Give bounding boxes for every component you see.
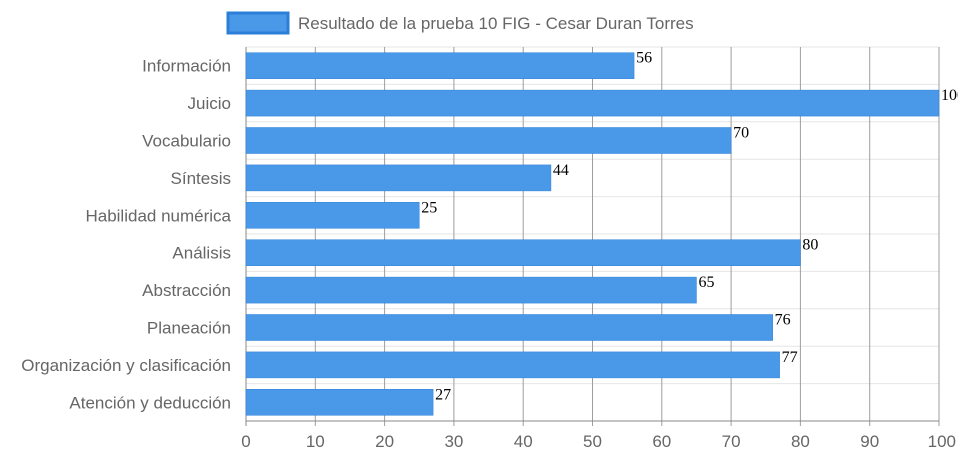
x-tick-label: 70 bbox=[722, 432, 741, 451]
data-label: 56 bbox=[636, 50, 652, 67]
data-label: 27 bbox=[435, 386, 451, 403]
category-label: Organización y clasificación bbox=[21, 356, 231, 375]
x-tick-label: 30 bbox=[444, 432, 463, 451]
x-tick-label: 50 bbox=[583, 432, 602, 451]
category-label: Planeación bbox=[147, 319, 231, 338]
x-tick-label: 20 bbox=[375, 432, 394, 451]
data-label: 44 bbox=[553, 162, 569, 179]
bars bbox=[245, 52, 940, 416]
data-label: 77 bbox=[782, 349, 798, 366]
category-label: Juicio bbox=[188, 94, 231, 113]
x-tick-label: 40 bbox=[514, 432, 533, 451]
bar bbox=[245, 276, 697, 304]
x-tick-label: 10 bbox=[306, 432, 325, 451]
bar bbox=[245, 389, 434, 416]
x-tick-label: 90 bbox=[860, 432, 879, 451]
x-tick-label: 0 bbox=[241, 432, 250, 451]
bar bbox=[245, 89, 940, 117]
bar bbox=[245, 164, 552, 192]
category-label: Atención y deducción bbox=[69, 393, 231, 412]
bar bbox=[245, 314, 773, 341]
data-label: 25 bbox=[421, 199, 437, 216]
data-labels: 56 100 70 44 25 80 65 76 77 27 bbox=[421, 50, 958, 404]
data-label: 70 bbox=[733, 125, 749, 142]
x-tick-labels: 0 10 20 30 40 50 60 70 80 90 100 bbox=[241, 432, 956, 451]
legend-swatch bbox=[226, 11, 290, 35]
category-label: Habilidad numérica bbox=[85, 206, 231, 225]
legend: Resultado de la prueba 10 FIG - Cesar Du… bbox=[226, 11, 694, 35]
data-label: 80 bbox=[802, 237, 818, 254]
category-label: Vocabulario bbox=[142, 132, 231, 151]
bar bbox=[245, 239, 801, 266]
x-tick-label: 80 bbox=[791, 432, 810, 451]
x-tick-label: 100 bbox=[928, 432, 956, 451]
data-label: 100 bbox=[941, 87, 958, 104]
category-label: Abstracción bbox=[142, 281, 231, 300]
bar bbox=[245, 52, 635, 79]
bar bbox=[245, 351, 780, 379]
bar bbox=[245, 202, 420, 229]
data-label: 65 bbox=[698, 274, 714, 291]
category-label: Análisis bbox=[172, 244, 231, 263]
x-tick-label: 60 bbox=[652, 432, 671, 451]
category-label: Síntesis bbox=[171, 169, 231, 188]
bar bbox=[245, 127, 732, 154]
legend-label: Resultado de la prueba 10 FIG - Cesar Du… bbox=[298, 14, 694, 33]
category-labels: Información Juicio Vocabulario Síntesis Habi… bbox=[21, 57, 231, 413]
category-label: Información bbox=[142, 57, 231, 76]
data-label: 76 bbox=[775, 312, 791, 329]
